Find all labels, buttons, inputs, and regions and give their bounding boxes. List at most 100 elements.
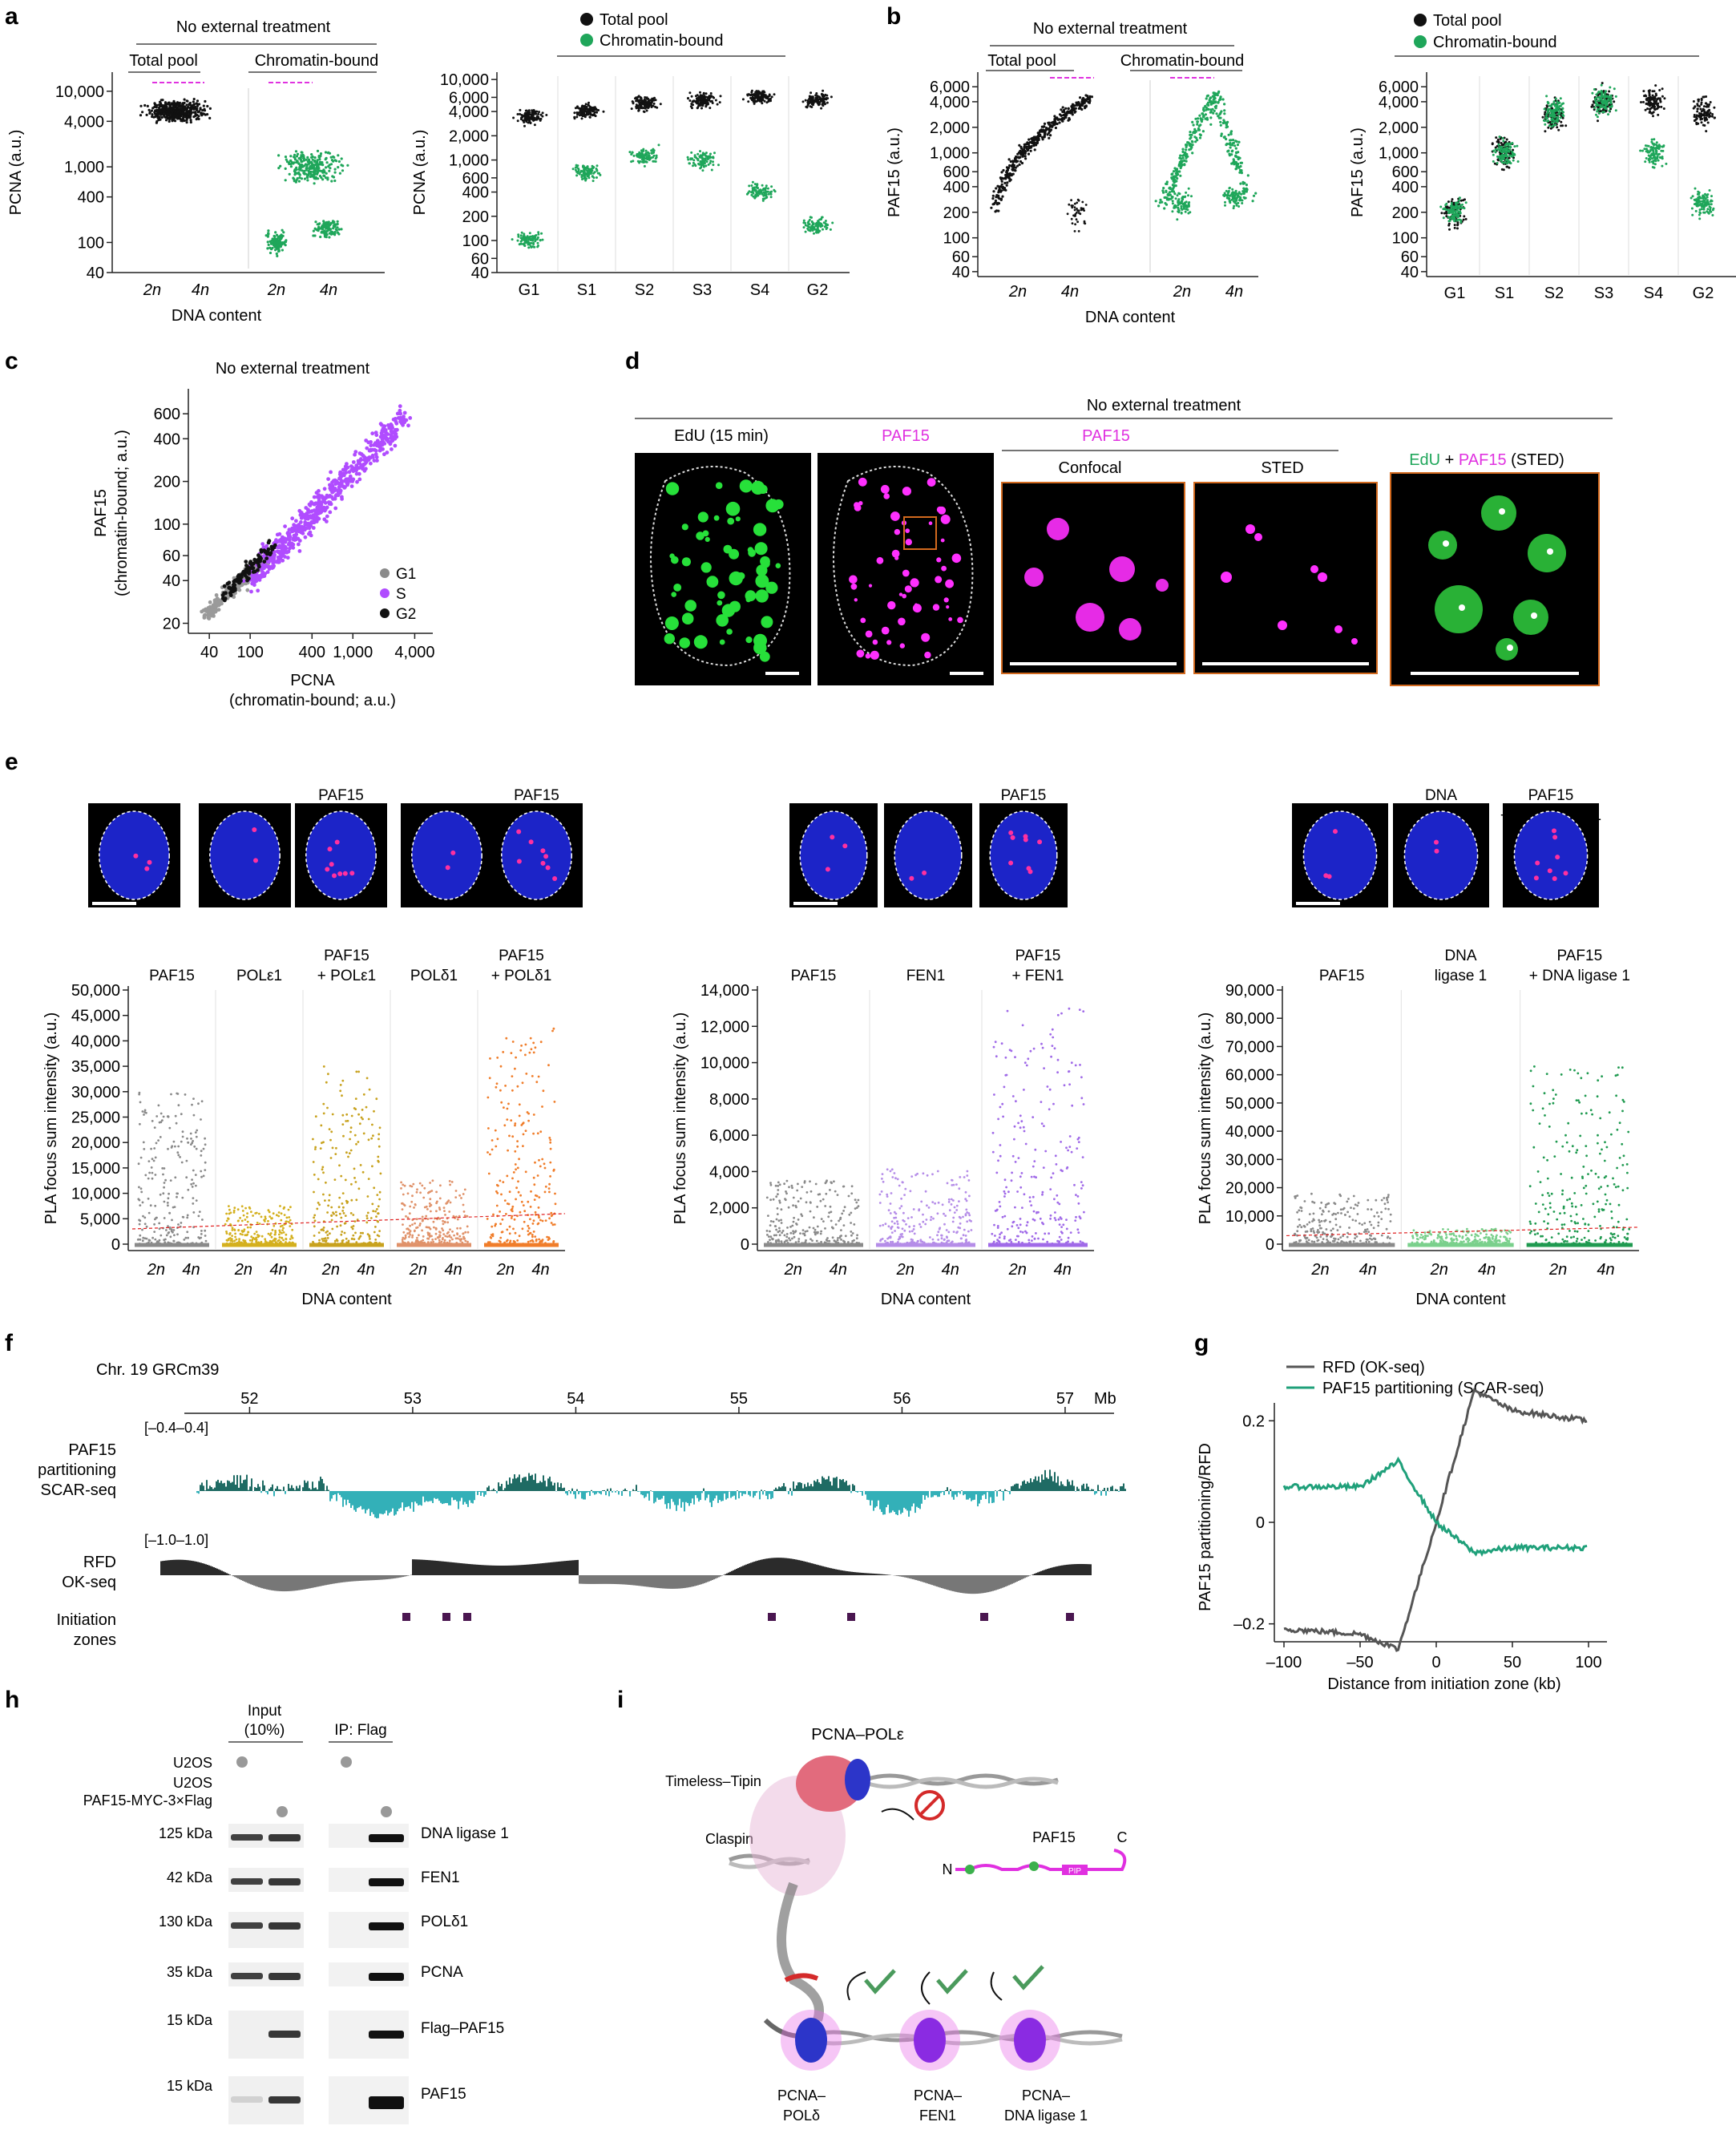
scatter-point xyxy=(761,184,764,187)
scatter-point xyxy=(592,172,595,175)
scatter-point xyxy=(805,224,807,227)
scatter-point xyxy=(1705,130,1707,132)
y-tick-label: 400 xyxy=(1392,179,1419,196)
scatter-point xyxy=(285,156,287,158)
scatter-point xyxy=(151,107,154,109)
scatter-point xyxy=(653,103,656,105)
scatter-point xyxy=(1560,121,1562,123)
scatter-point xyxy=(312,156,314,158)
scatter-point xyxy=(1454,220,1456,222)
scatter-point xyxy=(1080,207,1083,209)
y-tick-label: 40 xyxy=(471,265,489,282)
scatter-point xyxy=(757,99,759,102)
scatter-point xyxy=(1609,99,1612,102)
scatter-point xyxy=(334,168,337,171)
scatter-point xyxy=(655,99,657,101)
scatter-point xyxy=(339,172,341,175)
scatter-point xyxy=(1547,119,1549,122)
scatter-point xyxy=(1023,148,1025,151)
scatter-points xyxy=(511,76,834,271)
scatter-point xyxy=(1196,123,1198,126)
scatter-point xyxy=(277,167,280,169)
scatter-point xyxy=(537,113,539,115)
scatter-point xyxy=(709,156,711,158)
scatter-point xyxy=(1171,196,1173,199)
scatter-point xyxy=(324,225,326,228)
scatter-point xyxy=(1217,91,1220,93)
scatter-point xyxy=(815,223,818,225)
scatter-point xyxy=(1553,120,1556,123)
scatter-point xyxy=(523,121,525,123)
scatter-point xyxy=(1007,169,1009,172)
scatter-point xyxy=(190,121,192,123)
scatter-point xyxy=(328,170,330,172)
scatter-point xyxy=(1609,87,1611,89)
scatter-point xyxy=(692,159,695,161)
scatter-point xyxy=(294,172,297,175)
scatter-point xyxy=(1220,95,1222,98)
scatter-point xyxy=(1060,108,1062,111)
scatter-point xyxy=(694,154,696,156)
scatter-point xyxy=(703,101,705,103)
scatter-point xyxy=(273,236,276,238)
scatter-point xyxy=(1074,209,1076,212)
scatter-point xyxy=(180,108,183,111)
legend-label: Total pool xyxy=(1433,12,1502,30)
scatter-point xyxy=(158,111,160,113)
x-tick-label: S2 xyxy=(1544,285,1564,302)
scatter-point xyxy=(186,114,188,116)
scatter-point xyxy=(575,115,578,118)
scatter-point xyxy=(537,237,539,240)
scatter-point xyxy=(1048,122,1050,124)
scatter-point xyxy=(1232,195,1234,197)
scatter-point xyxy=(1181,148,1184,151)
scatter-point xyxy=(1223,109,1225,111)
scatter-point xyxy=(270,243,273,245)
scatter-point xyxy=(822,94,824,96)
scatter-point xyxy=(537,231,539,233)
scatter-point xyxy=(1176,174,1178,176)
scatter-point xyxy=(1061,120,1064,123)
scatter-point xyxy=(1254,192,1257,195)
scatter-point xyxy=(1237,151,1239,153)
scatter-point xyxy=(1451,198,1454,200)
scatter-point xyxy=(1207,108,1209,111)
scatter-point xyxy=(823,221,826,224)
scatter-point xyxy=(715,99,717,102)
x-tick-label: G2 xyxy=(1693,285,1714,302)
scatter-point xyxy=(192,100,195,103)
y-tick-label: 100 xyxy=(78,234,104,252)
scatter-point xyxy=(1063,111,1065,113)
scatter-point xyxy=(812,97,814,99)
scatter-point xyxy=(531,236,533,238)
scatter-point xyxy=(1643,148,1645,150)
scatter-point xyxy=(196,99,199,102)
scatter-point xyxy=(204,109,206,111)
scatter-point xyxy=(1188,202,1190,204)
scatter-point xyxy=(539,239,542,241)
scatter-point xyxy=(214,600,218,604)
scatter-point xyxy=(1508,143,1511,145)
scatter-point xyxy=(1645,95,1647,97)
scatter-point xyxy=(1697,104,1699,107)
scatter-point xyxy=(587,102,590,104)
scatter-point xyxy=(346,164,349,167)
scatter-point xyxy=(763,94,765,96)
scatter-point xyxy=(1449,220,1451,222)
scatter-point xyxy=(1017,156,1019,159)
scatter-point xyxy=(1646,107,1649,110)
scatter-point xyxy=(1702,96,1705,99)
scatter-point xyxy=(633,155,636,157)
y-tick-label: 1,000 xyxy=(64,159,104,176)
scatter-point xyxy=(809,229,812,232)
scatter-point xyxy=(520,118,523,120)
y-tick-label: 4,000 xyxy=(1379,94,1419,111)
scatter-point xyxy=(1241,200,1244,202)
scatter-point xyxy=(323,223,325,225)
scatter-point xyxy=(1596,103,1598,105)
scatter-point xyxy=(692,164,694,167)
scatter-point xyxy=(815,92,818,95)
